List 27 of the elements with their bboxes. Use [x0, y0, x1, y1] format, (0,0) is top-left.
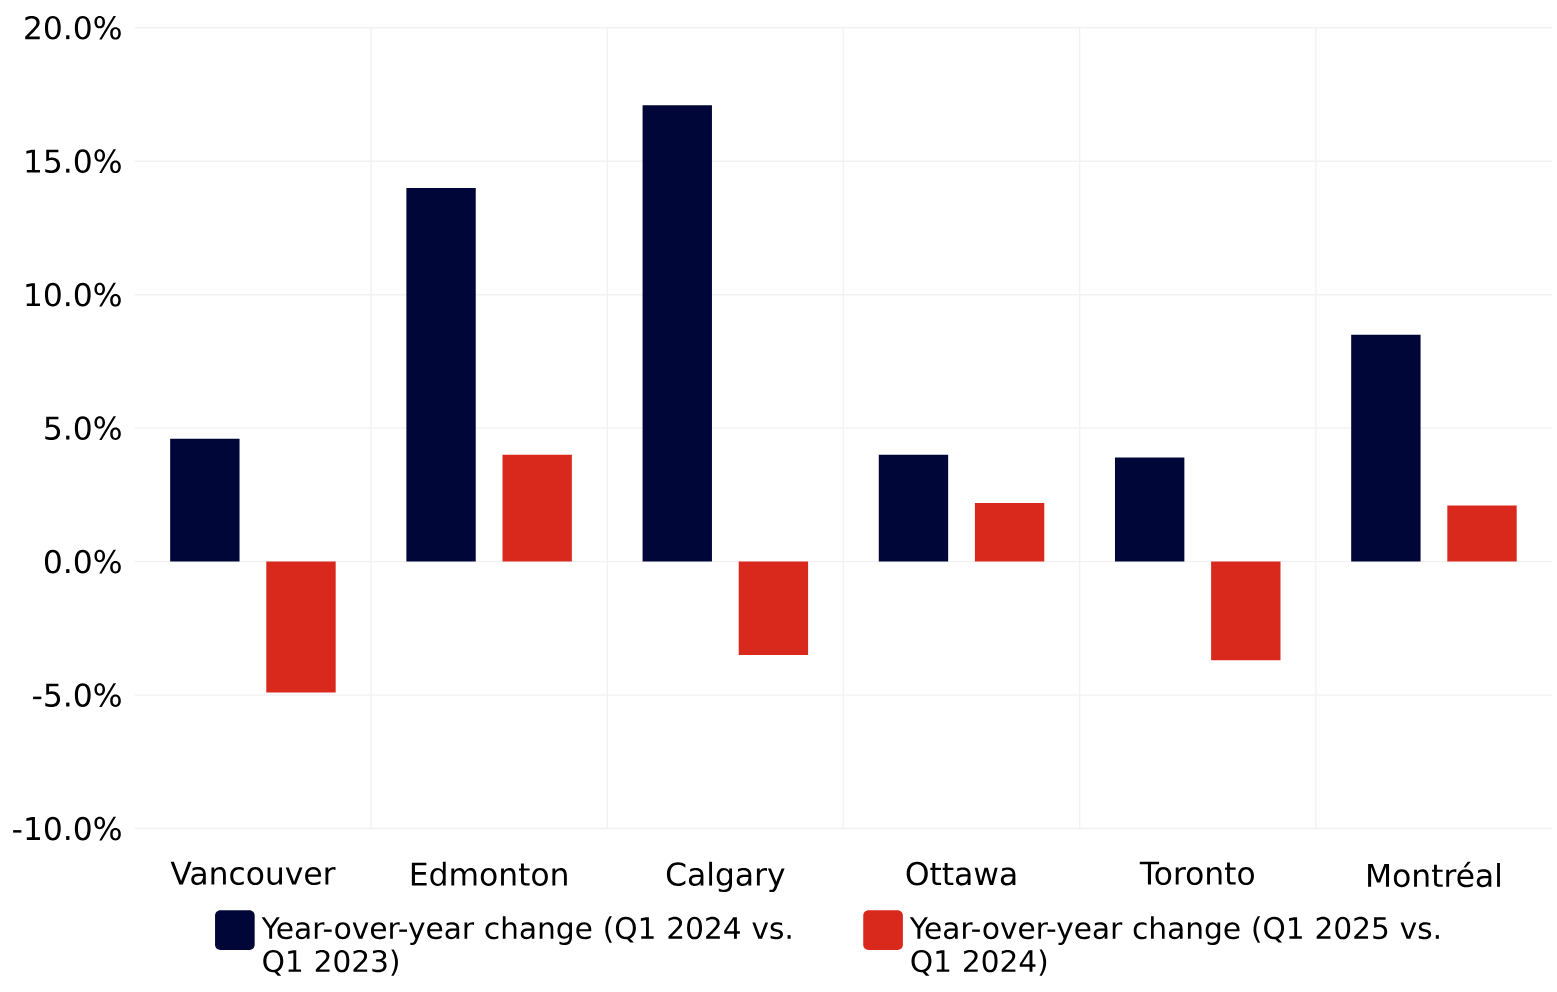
y-tick-label: 5.0%: [45, 416, 121, 440]
y-tick-label: 0.0%: [44, 549, 121, 574]
y-tick-label: -5.0%: [33, 683, 121, 707]
bar: [878, 454, 949, 562]
bar: [170, 438, 240, 562]
legend-label: Year-over-year change (Q1 2025 vs. Q1 2024): [909, 916, 1439, 976]
x-tick-label: Vancouver: [170, 861, 336, 885]
bar: [1211, 561, 1281, 661]
y-tick-label: 15.0%: [26, 149, 121, 174]
y-tick-label: 10.0%: [26, 282, 121, 307]
bar: [406, 187, 476, 562]
x-tick-label: Calgary: [666, 861, 785, 893]
y-tick-label: -10.0%: [13, 816, 121, 841]
bar: [974, 502, 1045, 562]
bar: [1447, 505, 1517, 562]
bar: [266, 561, 336, 693]
x-tick-label: Ottawa: [906, 861, 1016, 886]
x-tick-label: Edmonton: [411, 861, 567, 886]
bar: [738, 561, 809, 655]
bar: [1351, 334, 1421, 562]
x-tick-label: Montréal: [1368, 861, 1500, 888]
bar: [502, 454, 572, 562]
legend-label: Year-over-year change (Q1 2024 vs. Q1 2023): [261, 916, 791, 976]
y-tick-label: 20.0%: [25, 15, 121, 40]
bar: [1114, 457, 1185, 562]
bar: [642, 105, 712, 562]
x-tick-label: Toronto: [1139, 861, 1254, 885]
